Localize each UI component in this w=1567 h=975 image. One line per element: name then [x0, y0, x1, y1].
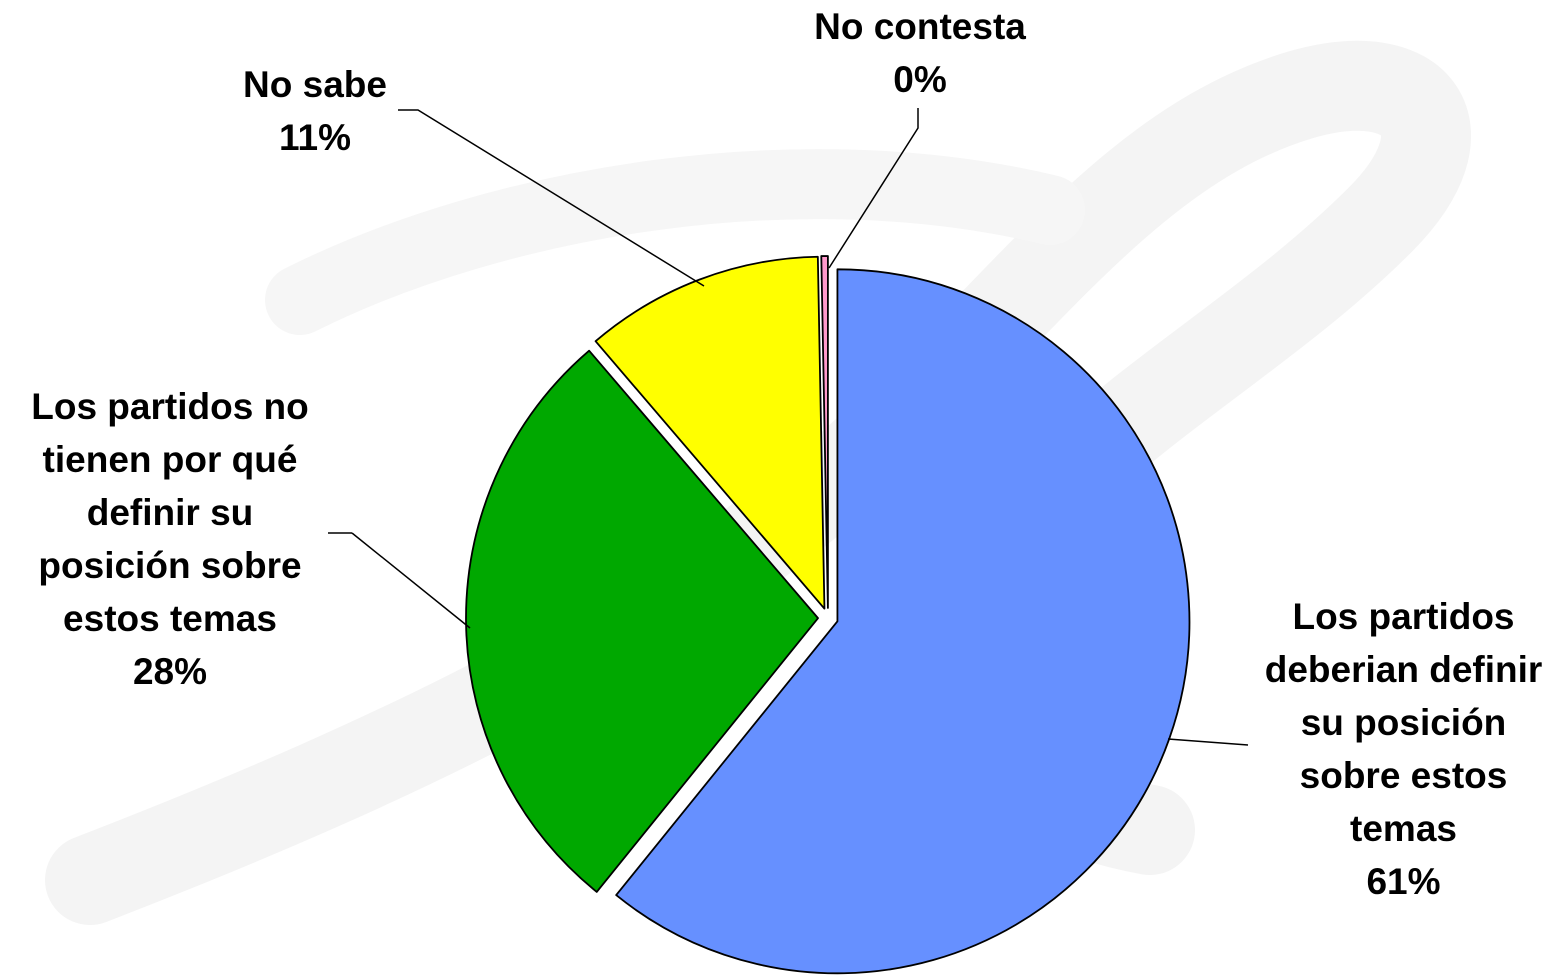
pie-slice-no-tienen	[465, 349, 819, 893]
slice-label-line: sobre estos	[1299, 755, 1508, 796]
leader-line-deberian	[1167, 738, 1249, 746]
leader-line-no-tienen-diag	[351, 532, 471, 629]
slice-label-no-contesta: No contesta 0%	[790, 0, 1050, 106]
slice-label-deberian-definir: Los partidos deberian definir su posició…	[1240, 590, 1567, 908]
slice-percent-label: 28%	[132, 651, 208, 692]
slice-label-line: Los partidos no	[31, 386, 309, 427]
slice-label-no-sabe: No sabe 11%	[200, 58, 430, 164]
pie-slices	[465, 255, 1191, 975]
pie-slice-no-sabe	[594, 255, 826, 610]
slice-label-line: Los partidos	[1292, 596, 1515, 637]
slice-label-line: definir su	[86, 492, 254, 533]
leader-lines	[328, 108, 1249, 746]
slice-percent-label: 0%	[893, 59, 947, 100]
slice-percent-label: 11%	[278, 117, 351, 158]
slice-label-line: deberian definir	[1264, 649, 1543, 690]
slice-label-line: su posición	[1300, 702, 1507, 743]
pie-slice-no-contesta	[820, 255, 829, 609]
slice-label-line: posición sobre	[38, 545, 302, 586]
leader-line-no-sabe	[398, 109, 705, 287]
leader-line-no-contesta	[828, 108, 919, 269]
slice-label-no-tienen: Los partidos no tienen por qué definir s…	[0, 380, 340, 698]
slice-label-line: estos temas	[63, 598, 277, 639]
slice-label-line: temas	[1350, 808, 1457, 849]
slice-label-line: tienen por qué	[42, 439, 298, 480]
slice-percent-label: 61%	[1366, 861, 1441, 902]
slice-label-line: No contesta	[814, 6, 1026, 47]
slice-label-line: No sabe	[243, 64, 387, 105]
